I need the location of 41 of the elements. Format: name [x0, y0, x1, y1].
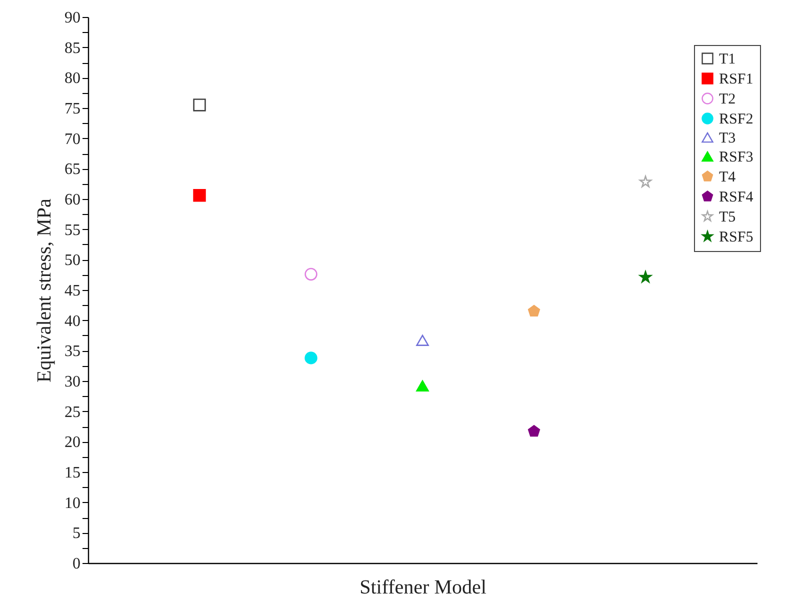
- y-tick-label: 85: [64, 40, 80, 57]
- point: [639, 176, 652, 188]
- y-tick-label: 20: [64, 434, 80, 452]
- y-tick-label: 60: [64, 192, 80, 208]
- y-tick-label: 25: [64, 404, 80, 421]
- y-tick-label: 90: [64, 10, 80, 26]
- x-axis-title: Stiffener Model: [360, 576, 487, 598]
- y-tick-label: 55: [64, 222, 80, 239]
- y-tick-label: 75: [64, 100, 80, 118]
- legend-label: T5: [719, 210, 736, 226]
- point: [304, 352, 318, 364]
- y-axis-title: Equivalent stress, MPa: [34, 198, 56, 382]
- point: [416, 334, 429, 346]
- legend-label: RSF1: [719, 72, 754, 88]
- point: [639, 270, 652, 283]
- y-tick-label: 40: [64, 312, 80, 330]
- y-tick-label: 15: [64, 464, 80, 482]
- legend-label: RSF3: [719, 150, 754, 166]
- y-tick-label: 0: [72, 556, 80, 572]
- point: [528, 425, 540, 437]
- point: [416, 380, 429, 392]
- legend-label: RSF5: [719, 230, 754, 246]
- point: [528, 304, 540, 316]
- legend-label: T4: [719, 170, 736, 186]
- y-tick-label: 70: [64, 130, 80, 148]
- y-tick-label: 10: [64, 494, 80, 512]
- point: [304, 268, 318, 281]
- legend-label: T2: [719, 92, 736, 108]
- legend-label: RSF4: [719, 190, 754, 206]
- y-tick-label: 80: [64, 70, 80, 88]
- y-tick-label: 35: [64, 343, 80, 360]
- legend-label: RSF2: [719, 112, 754, 128]
- legend-label: T3: [719, 130, 736, 146]
- y-tick-label: 30: [64, 374, 80, 390]
- legend-label: T1: [719, 52, 736, 68]
- point: [193, 189, 206, 202]
- y-tick-label: 45: [64, 282, 80, 300]
- point: [193, 98, 206, 112]
- y-tick-label: 5: [72, 525, 80, 542]
- y-tick-label: 65: [64, 161, 80, 178]
- y-tick-label: 50: [64, 252, 80, 270]
